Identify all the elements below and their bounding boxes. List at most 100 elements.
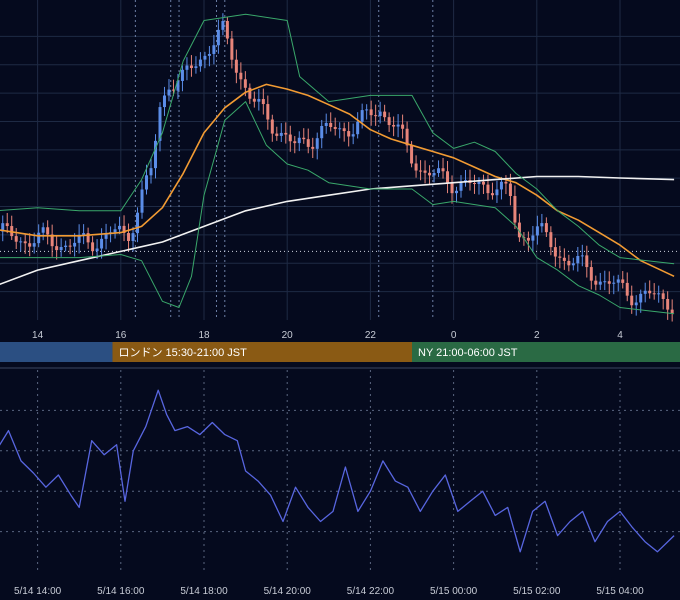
candle-up (216, 29, 220, 46)
candle-up (616, 279, 620, 283)
time-tick-label: 5/15 02:00 (513, 586, 561, 597)
candle-down (266, 104, 270, 120)
candle-down (446, 171, 450, 184)
candle-up (185, 65, 189, 70)
candle-down (248, 87, 252, 99)
candle-up (41, 227, 45, 233)
candle-down (275, 133, 279, 136)
candle-down (387, 117, 391, 126)
candle-down (648, 290, 652, 294)
price-tick-label: 0 (451, 330, 457, 341)
candle-down (652, 293, 656, 295)
candle-up (639, 293, 643, 303)
candle-down (414, 163, 418, 171)
candle-up (320, 125, 324, 139)
candle-up (257, 99, 261, 102)
line-ma-slow (0, 175, 675, 286)
candle-up (495, 189, 499, 196)
candle-down (472, 183, 476, 185)
candle-up (531, 235, 535, 241)
candle-down (333, 127, 337, 129)
session-tokyo-band (0, 342, 113, 362)
candle-down (5, 223, 9, 227)
candle-down (558, 256, 562, 258)
candle-up (207, 53, 211, 56)
candle-down (486, 184, 490, 194)
candle-down (127, 233, 131, 241)
candle-down (621, 279, 625, 283)
candle-up (365, 109, 369, 111)
session-ny-band (412, 342, 680, 362)
candle-down (23, 241, 27, 244)
candle-down (306, 139, 310, 147)
candle-down (392, 125, 396, 127)
oscillator-panel: 5/14 14:00 5/14 16:00 5/14 18:00 5/14 20:00… (0, 367, 680, 597)
candle-up (145, 175, 149, 190)
candle-down (86, 233, 90, 243)
candle-down (428, 172, 432, 176)
candle-down (504, 181, 508, 184)
candle-up (203, 55, 207, 60)
candle-down (549, 232, 553, 248)
candle-down (270, 119, 274, 134)
candle-up (351, 134, 355, 137)
candle-down (171, 89, 175, 91)
candle-up (576, 255, 580, 264)
candle-down (517, 222, 521, 238)
candle-down (567, 260, 571, 266)
price-tick-label: 2 (534, 330, 540, 341)
session-london-band (112, 342, 412, 362)
candle-down (91, 242, 95, 252)
time-tick-label: 5/15 00:00 (430, 586, 478, 597)
candle-up (657, 293, 661, 295)
candle-down (670, 309, 674, 314)
candle-up (338, 128, 342, 130)
candle-up (477, 181, 481, 185)
price-tick-label: 20 (282, 330, 294, 341)
candle-down (441, 168, 445, 172)
line-ma-fast (0, 83, 675, 278)
candle-up (279, 132, 283, 136)
candle-up (136, 212, 140, 234)
candle-down (234, 59, 238, 73)
time-tick-label: 5/14 22:00 (347, 586, 395, 597)
candle-up (59, 247, 63, 251)
candle-down (553, 247, 557, 257)
price-tick-label: 4 (617, 330, 623, 341)
candle-up (158, 107, 162, 141)
line-oscillator (0, 389, 675, 553)
candle-up (118, 225, 122, 230)
candle-down (342, 128, 346, 132)
candle-down (369, 109, 373, 116)
time-tick-label: 5/14 14:00 (14, 586, 62, 597)
candle-up (378, 111, 382, 117)
candle-down (419, 170, 423, 172)
candle-down (230, 38, 234, 60)
candle-up (100, 238, 104, 249)
candle-down (189, 65, 193, 69)
candle-up (540, 223, 544, 227)
candle-up (64, 245, 68, 248)
candle-up (324, 122, 328, 126)
candle-down (625, 282, 629, 296)
session-london-label: ロンドン 15:30-21:00 JST (118, 347, 247, 359)
candle-down (508, 183, 512, 197)
candle-down (410, 145, 414, 164)
candle-down (405, 128, 409, 146)
candle-down (589, 267, 593, 281)
candle-up (113, 229, 117, 233)
candle-up (104, 233, 108, 239)
candle-up (95, 248, 99, 252)
candle-up (459, 182, 463, 191)
candle-down (288, 134, 292, 142)
candle-up (194, 66, 198, 69)
candle-down (490, 193, 494, 196)
candle-down (329, 122, 333, 128)
candle-up (82, 233, 86, 235)
candle-down (28, 243, 32, 247)
candle-up (437, 168, 441, 174)
candle-up (360, 110, 364, 122)
candle-up (535, 226, 539, 236)
candle-up (149, 168, 153, 176)
candle-up (140, 189, 144, 213)
